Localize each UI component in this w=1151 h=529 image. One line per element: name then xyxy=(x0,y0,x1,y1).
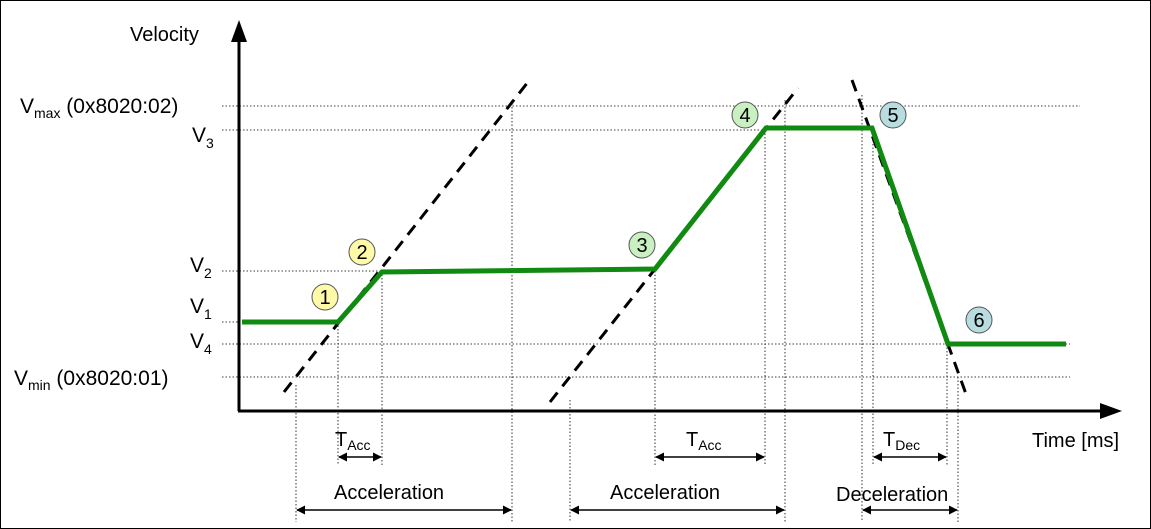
marker-6-label: 6 xyxy=(973,310,984,332)
deceleration-label: Deceleration xyxy=(836,484,948,506)
acceleration-2-label: Acceleration xyxy=(610,482,720,504)
marker-2-label: 2 xyxy=(356,242,367,264)
marker-4: 4 xyxy=(731,101,759,129)
v3-label: V3 xyxy=(192,124,214,151)
marker-4-label: 4 xyxy=(739,105,750,127)
v4-label: V4 xyxy=(190,330,212,357)
v2-label: V2 xyxy=(190,254,212,281)
marker-1-circle xyxy=(311,283,339,311)
y-axis-arrow xyxy=(231,20,247,42)
x-axis-arrow xyxy=(1100,403,1122,419)
marker-3-circle xyxy=(628,231,656,259)
acceleration-ramp-1-line xyxy=(282,81,530,393)
marker-3: 3 xyxy=(628,231,656,259)
marker-5-label: 5 xyxy=(887,105,898,127)
velocity-profile-line xyxy=(242,125,1066,347)
t-acc-1-label: TAcc xyxy=(335,429,371,453)
marker-6: 6 xyxy=(965,306,993,334)
marker-5-circle xyxy=(879,101,907,129)
marker-2-circle xyxy=(348,238,376,266)
acceleration-1-label: Acceleration xyxy=(334,482,444,504)
marker-1: 1 xyxy=(311,283,339,311)
y-axis-label: Velocity xyxy=(130,24,199,46)
marker-1-label: 1 xyxy=(319,287,330,309)
v1-label: V1 xyxy=(190,295,212,322)
x-axis-label: Time [ms] xyxy=(1032,430,1119,452)
vmin-label: Vmin (0x8020:01) xyxy=(14,367,169,393)
marker-6-circle xyxy=(965,306,993,334)
marker-4-circle xyxy=(731,101,759,129)
time-guides xyxy=(295,95,959,522)
span-arrows xyxy=(296,452,958,515)
marker-2: 2 xyxy=(348,238,376,266)
vmax-label: Vmax (0x8020:02) xyxy=(20,95,178,121)
marker-3-label: 3 xyxy=(636,235,647,257)
marker-5: 5 xyxy=(879,101,907,129)
t-dec-label: TDec xyxy=(883,429,920,453)
t-acc-2-label: TAcc xyxy=(686,429,722,453)
